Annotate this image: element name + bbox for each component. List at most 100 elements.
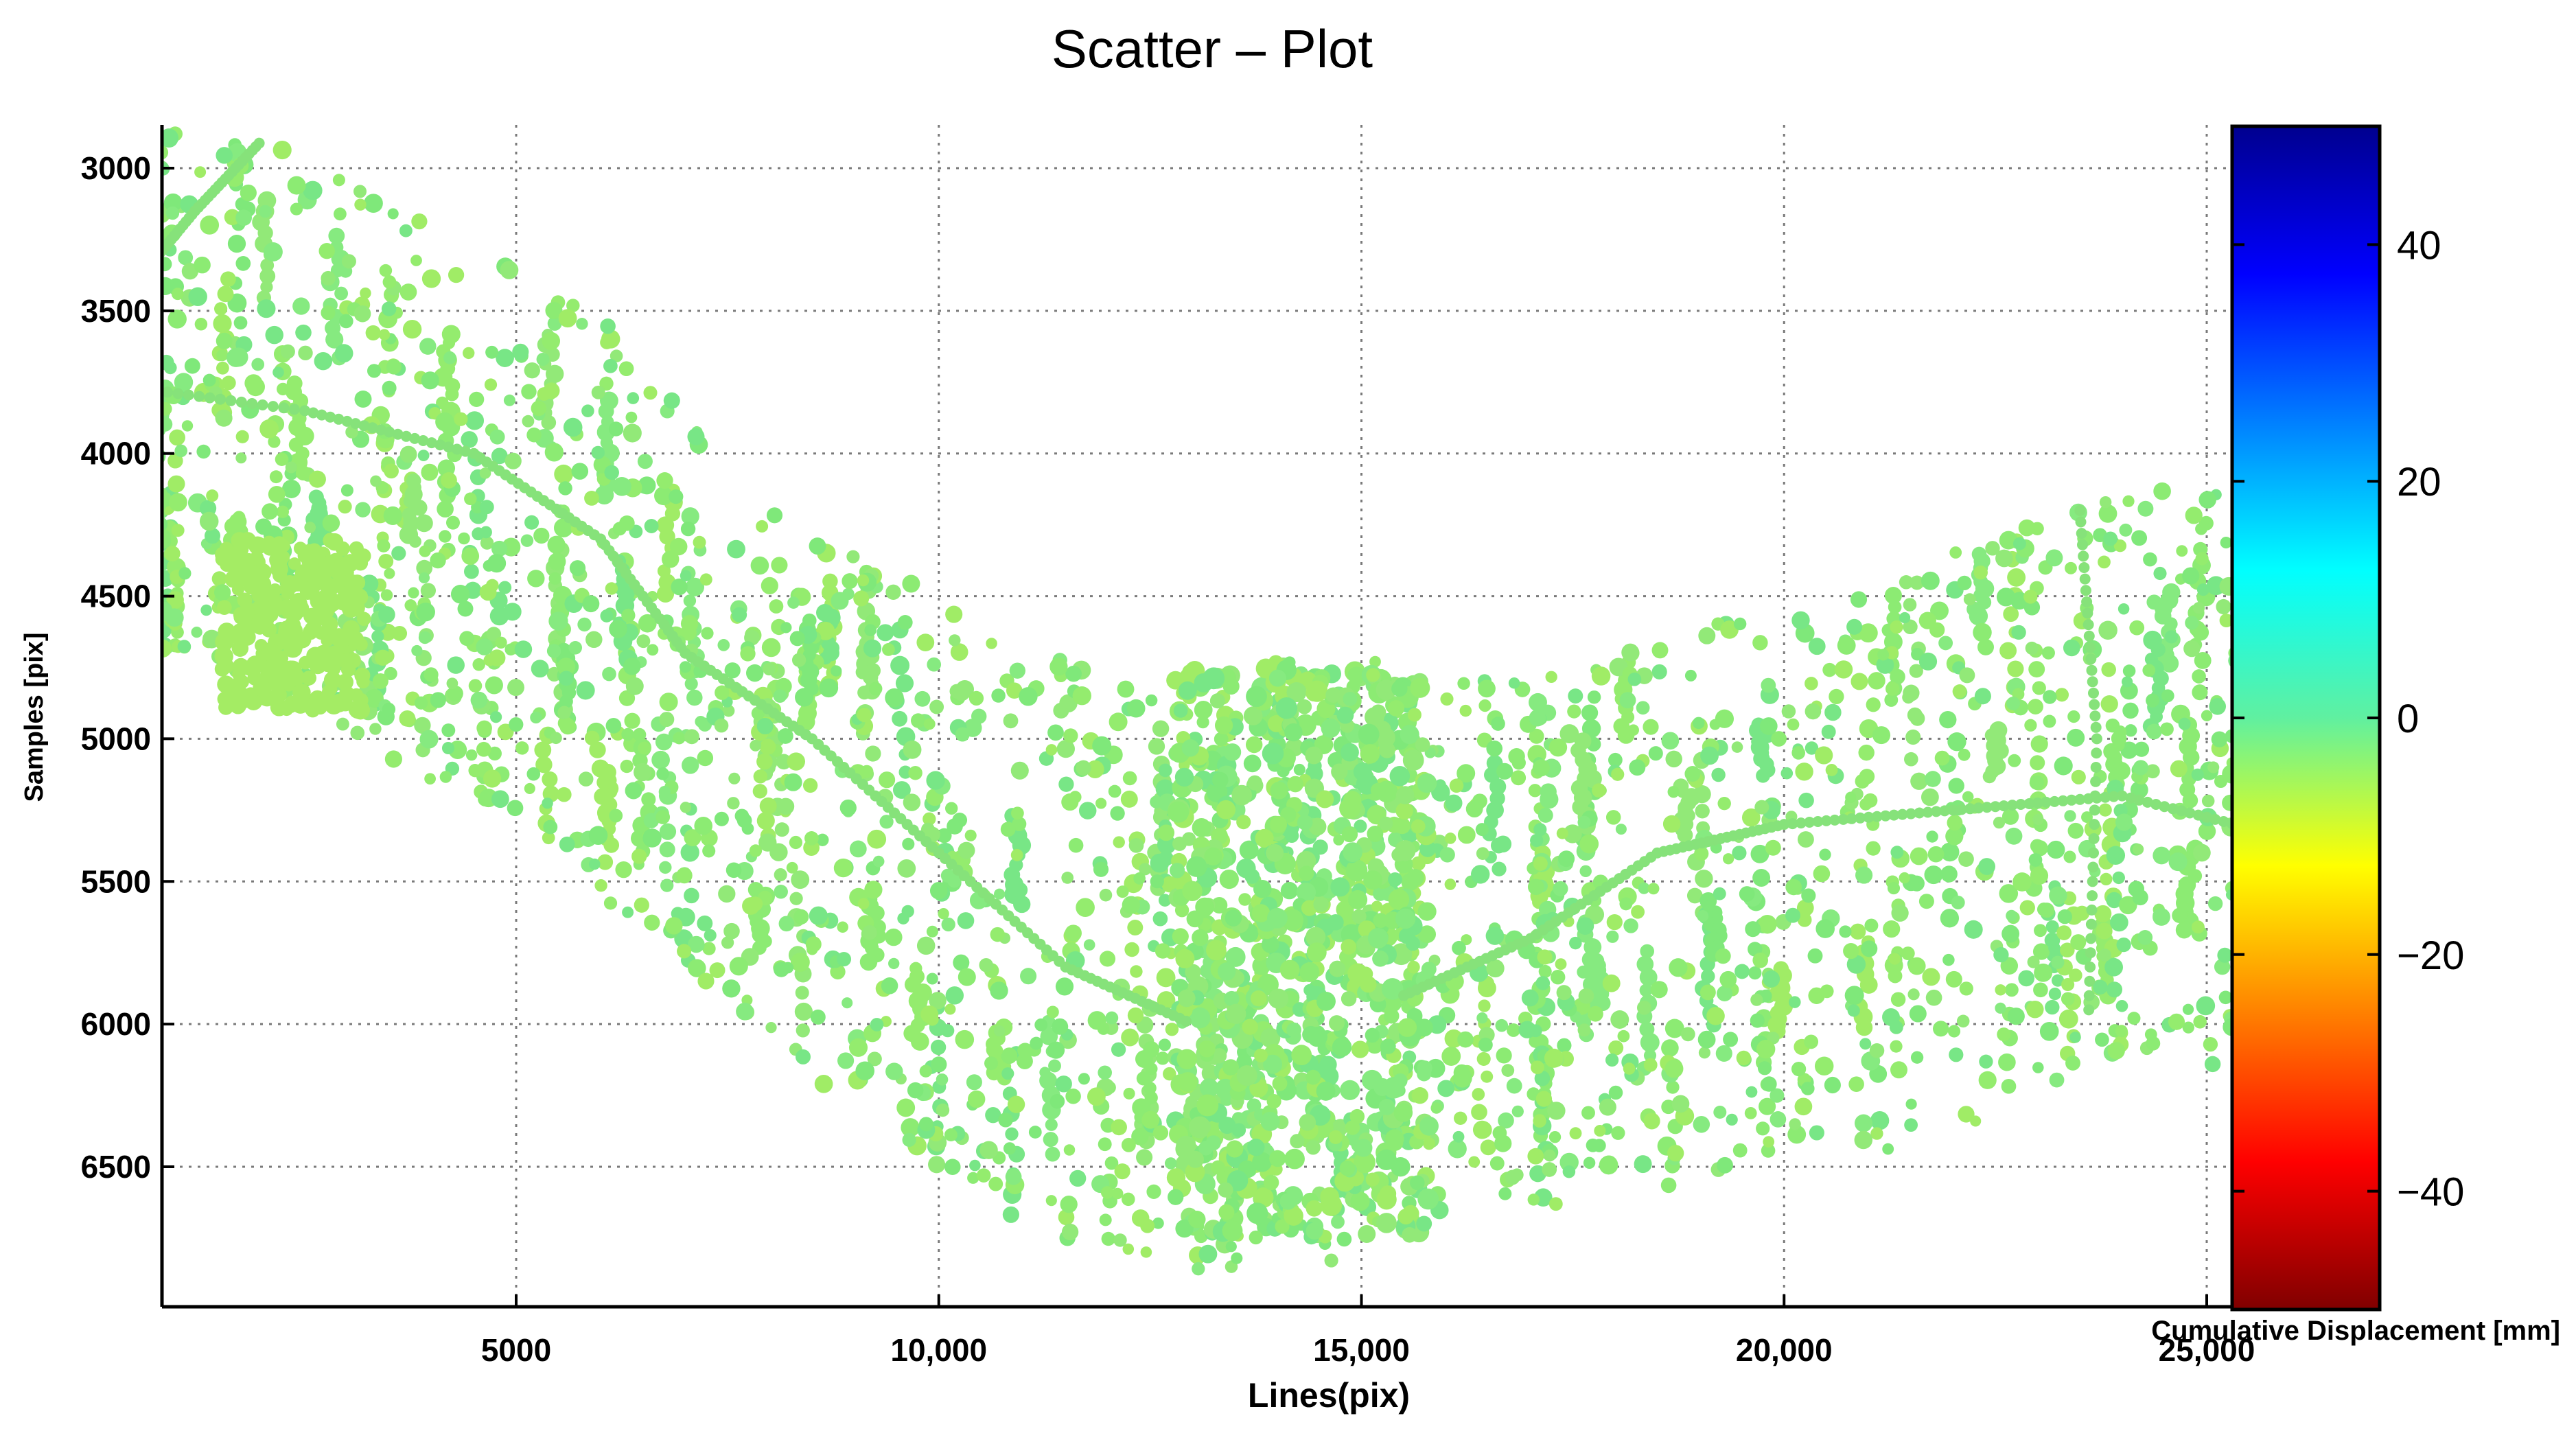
scatter-point-4577 [289, 574, 306, 592]
scatter-point-3336 [2099, 496, 2112, 509]
scatter-point-4250 [1284, 723, 1303, 742]
scatter-point-3663 [487, 554, 507, 573]
scatter-point-4635 [119, 381, 130, 392]
scatter-point-4323 [1415, 737, 1430, 752]
scatter-point-4266 [1417, 1188, 1439, 1210]
scatter-point-4932 [130, 277, 141, 288]
scatter-point-4611 [286, 603, 304, 620]
scatter-point-2166 [1452, 940, 1466, 955]
scatter-point-965 [1145, 1062, 1158, 1075]
scatter-point-4243 [1203, 667, 1225, 690]
scatter-point-4924 [2438, 833, 2449, 844]
scatter-point-2797 [1122, 1192, 1135, 1207]
scatter-point-784 [2470, 1031, 2483, 1044]
scatter-point-3825 [1372, 886, 1388, 901]
scatter-point-1831 [1801, 888, 1816, 903]
scatter-point-379 [1587, 690, 1601, 704]
scatter-point-4895 [2142, 796, 2153, 808]
scatter-point-4649 [267, 401, 279, 412]
scatter-point-3025 [1441, 1047, 1461, 1066]
scatter-point-3491 [1993, 816, 2006, 829]
scatter-point-4662 [384, 426, 395, 438]
scatter-point-4280 [1316, 992, 1336, 1011]
scatter-point-1762 [211, 571, 227, 587]
scatter-point-1543 [272, 367, 284, 378]
scatter-point-1780 [162, 277, 174, 296]
scatter-point-2801 [2115, 1025, 2128, 1038]
scatter-point-806 [2508, 574, 2522, 589]
scatter-point-1181 [2427, 581, 2444, 598]
scatter-point-2562 [1606, 930, 1619, 943]
scatter-point-2701 [522, 415, 535, 428]
scatter-point-2355 [2484, 779, 2501, 796]
scatter-point-3462 [1087, 1087, 1106, 1106]
scatter-point-3607 [1444, 833, 1457, 844]
chart-title: Scatter – Plot [1052, 19, 1373, 79]
scatter-point-3419 [571, 463, 589, 480]
scatter-point-2451 [1012, 882, 1028, 898]
scatter-point-89 [1969, 606, 1988, 626]
scatter-point-91 [2474, 557, 2493, 576]
scatter-point-1735 [2390, 643, 2406, 660]
scatter-point-3004 [1997, 1027, 2011, 1042]
scatter-point-2651 [2485, 1096, 2500, 1111]
scatter-point-3636 [944, 1128, 958, 1141]
scatter-point-2938 [145, 614, 157, 626]
scatter-point-1699 [1047, 724, 1064, 741]
scatter-point-939 [275, 452, 289, 466]
scatter-point-3200 [671, 907, 685, 921]
scatter-point-4329 [1267, 907, 1288, 929]
scatter-point-3168 [1100, 1186, 1114, 1199]
scatter-point-278 [2380, 1030, 2393, 1043]
scatter-point-4641 [183, 389, 194, 401]
scatter-point-1217 [472, 658, 485, 671]
scatter-point-3202 [2198, 491, 2216, 509]
scatter-point-2840 [621, 608, 636, 623]
scatter-point-3009 [446, 677, 459, 690]
scatter-point-189 [2450, 859, 2464, 873]
scatter-point-2193 [1699, 984, 1716, 1001]
scatter-point-2248 [780, 622, 792, 633]
scatter-point-2291 [732, 607, 747, 623]
scatter-point-1127 [350, 725, 365, 741]
scatter-point-100 [791, 870, 810, 889]
scatter-point-3533 [2503, 713, 2522, 732]
scatter-point-1811 [2382, 943, 2394, 955]
scatter-point-111 [685, 577, 705, 596]
scatter-point-4239 [1378, 1099, 1395, 1115]
scatter-point-4270 [1373, 1078, 1392, 1096]
scatter-point-1094 [167, 475, 185, 493]
scatter-point-3600 [1452, 1068, 1472, 1088]
scatter-point-3591 [2413, 782, 2427, 796]
scatter-point-187 [2441, 833, 2459, 850]
scatter-point-3265 [665, 917, 683, 935]
scatter-point-3046 [543, 819, 558, 835]
scatter-point-325 [1481, 1070, 1494, 1083]
scatter-point-4652 [299, 405, 311, 417]
scatter-point-2783 [1619, 897, 1633, 911]
scatter-point-3181 [1606, 914, 1623, 931]
scatter-point-3542 [1505, 1170, 1520, 1185]
scatter-point-3138 [2115, 999, 2128, 1012]
scatter-point-3660 [130, 374, 148, 393]
scatter-point-2720 [144, 509, 159, 524]
scatter-point-3251 [2450, 812, 2463, 825]
scatter-point-3559 [603, 896, 618, 910]
scatter-point-1970 [994, 1025, 1006, 1037]
scatter-point-4289 [1262, 743, 1284, 765]
scatter-point-4896 [2150, 799, 2162, 810]
scatter-point-4637 [141, 384, 152, 395]
scatter-point-1549 [443, 351, 456, 364]
scatter-point-3294 [457, 601, 474, 617]
scatter-point-3824 [1417, 773, 1437, 793]
scatter-point-3653 [1123, 1087, 1135, 1100]
scatter-point-1794 [791, 653, 807, 667]
scatter-point-2373 [2509, 754, 2525, 769]
scatter-point-576 [1999, 642, 2017, 660]
scatter-point-1764 [1985, 541, 2000, 556]
scatter-point-3074 [1925, 771, 1941, 787]
scatter-point-577 [2007, 660, 2024, 677]
scatter-point-3592 [1099, 951, 1116, 967]
scatter-point-1842 [885, 584, 901, 600]
scatter-point-2258 [441, 472, 457, 489]
